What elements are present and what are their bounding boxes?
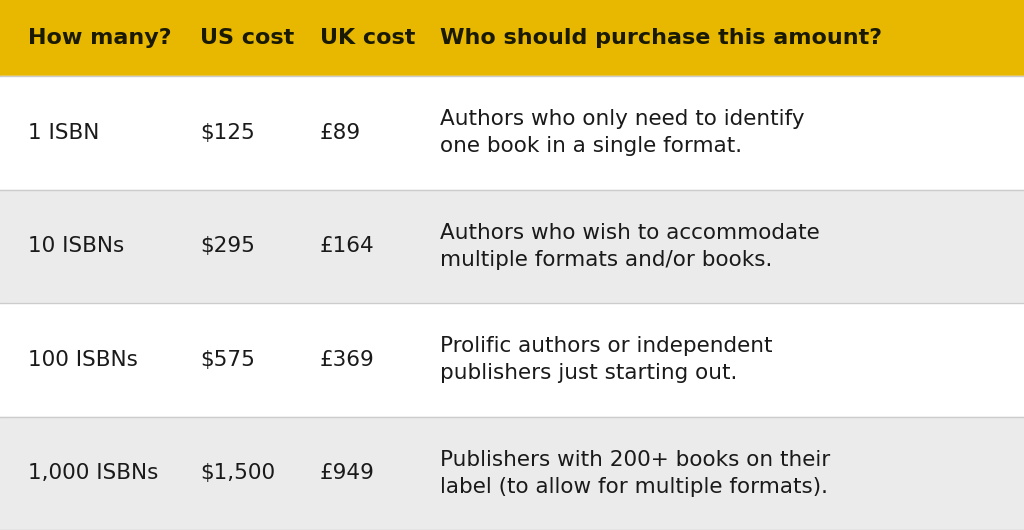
Text: £164: £164 [319, 236, 375, 256]
Text: Who should purchase this amount?: Who should purchase this amount? [440, 28, 882, 48]
Bar [0, 0, 1024, 76]
Text: $1,500: $1,500 [200, 463, 275, 483]
Text: 1 ISBN: 1 ISBN [28, 123, 99, 143]
Text: $575: $575 [200, 350, 255, 370]
Bar [0, 303, 1024, 417]
Text: 10 ISBNs: 10 ISBNs [28, 236, 124, 256]
Bar [0, 417, 1024, 530]
Text: £369: £369 [319, 350, 375, 370]
Text: UK cost: UK cost [319, 28, 416, 48]
Text: Publishers with 200+ books on their
label (to allow for multiple formats).: Publishers with 200+ books on their labe… [440, 449, 830, 497]
Bar [0, 190, 1024, 303]
Text: $125: $125 [200, 123, 255, 143]
Text: Authors who wish to accommodate
multiple formats and/or books.: Authors who wish to accommodate multiple… [440, 223, 820, 270]
Text: US cost: US cost [200, 28, 294, 48]
Text: Authors who only need to identify
one book in a single format.: Authors who only need to identify one bo… [440, 109, 805, 156]
Text: 1,000 ISBNs: 1,000 ISBNs [28, 463, 159, 483]
Text: £89: £89 [319, 123, 361, 143]
Text: Prolific authors or independent
publishers just starting out.: Prolific authors or independent publishe… [440, 336, 772, 383]
Text: 100 ISBNs: 100 ISBNs [28, 350, 138, 370]
Text: $295: $295 [200, 236, 255, 256]
Bar [0, 76, 1024, 190]
Text: £949: £949 [319, 463, 375, 483]
Text: How many?: How many? [28, 28, 172, 48]
